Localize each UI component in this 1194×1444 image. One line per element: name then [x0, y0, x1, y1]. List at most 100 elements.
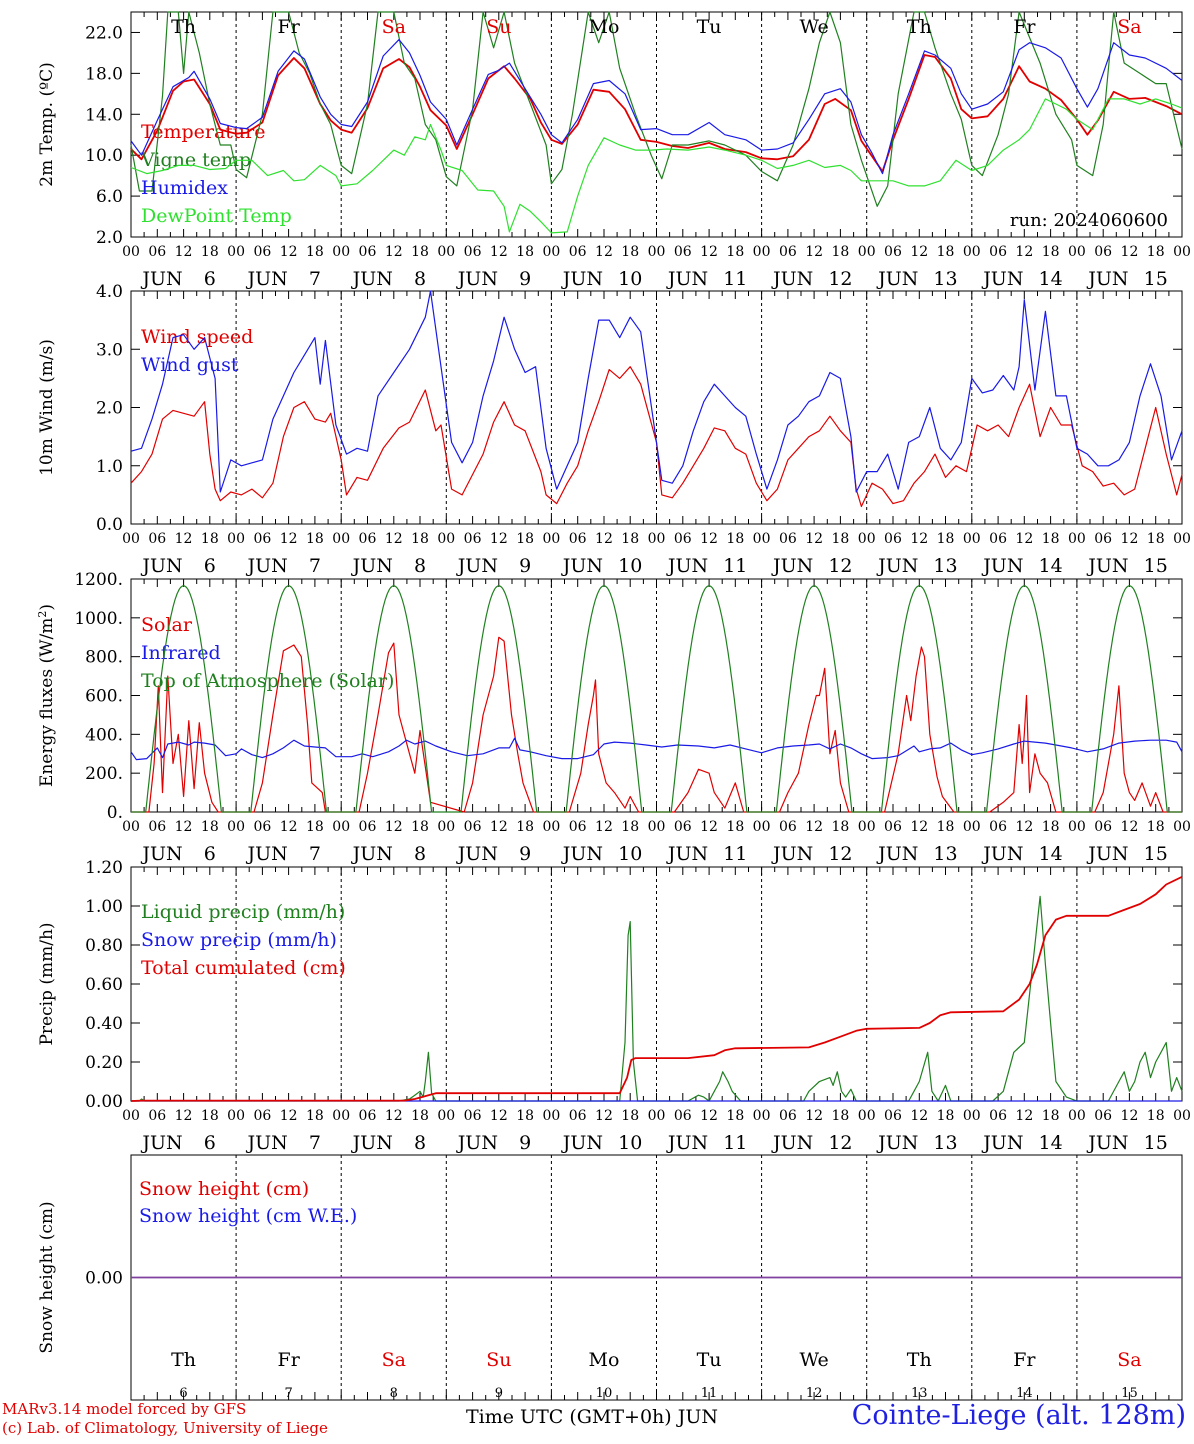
- x-hour-label: 06: [779, 819, 797, 835]
- credit-line-1: MARv3.14 model forced by GFS: [2, 1400, 247, 1418]
- x-hour-label: 06: [989, 531, 1007, 547]
- series-line-wind-gust: [130, 290, 1183, 493]
- x-day-label: 14: [1039, 843, 1063, 865]
- x-hour-label: 06: [569, 531, 587, 547]
- legend-humidex: Humidex: [141, 177, 228, 199]
- x-day-label: 12: [828, 268, 852, 290]
- x-hour-label: 18: [516, 244, 534, 260]
- y-tick-label: 2.0: [96, 399, 123, 419]
- x-day-label: 11: [723, 1132, 747, 1154]
- x-axis-label: Time UTC (GMT+0h) JUN: [466, 1406, 718, 1428]
- x-hour-label: 12: [595, 819, 613, 835]
- x-month-label: JUN: [140, 268, 182, 290]
- x-minor-ticks: [130, 579, 1183, 812]
- x-hour-label: 00: [1068, 819, 1086, 835]
- y-tick-label: 10.0: [85, 146, 123, 166]
- legend-wind-speed: Wind speed: [141, 326, 253, 348]
- x-hour-label: 12: [700, 1108, 718, 1124]
- x-month-label: JUN: [666, 843, 708, 865]
- legend-infrared: Infrared: [141, 642, 221, 664]
- x-hour-label: 06: [148, 531, 166, 547]
- x-month-label: JUN: [666, 268, 708, 290]
- x-month-label: JUN: [771, 555, 813, 577]
- x-hour-label: 06: [779, 531, 797, 547]
- y-tick-label: 6.0: [96, 187, 123, 207]
- x-hour-label: 12: [280, 244, 298, 260]
- x-hour-label: 00: [963, 244, 981, 260]
- x-day-label: 12: [828, 555, 852, 577]
- x-month-label: JUN: [561, 268, 603, 290]
- x-hour-label: 06: [464, 244, 482, 260]
- series-line-wind-speed: [130, 366, 1183, 508]
- panel-5: 0.00 Snow height (cm) Snow height (cm) Snow…: [37, 1154, 1183, 1428]
- x-hour-label: 00: [437, 819, 455, 835]
- x-month-label: JUN: [1086, 268, 1128, 290]
- x-hour-label: 00: [648, 531, 666, 547]
- x-hour-label: 12: [805, 819, 823, 835]
- x-hour-label: 12: [910, 819, 928, 835]
- x-month-label: JUN: [456, 843, 498, 865]
- x-hour-label: 06: [359, 819, 377, 835]
- x-hour-label: 18: [1147, 1108, 1165, 1124]
- legend-total-cumulated-cm-: Total cumulated (cm): [141, 957, 346, 979]
- x-month-label: JUN: [981, 555, 1023, 577]
- x-hour-label: 12: [910, 244, 928, 260]
- x-day-label: 6: [204, 555, 216, 577]
- y-tick-label: 2.0: [96, 228, 123, 248]
- y-tick-label: 1.20: [85, 858, 123, 878]
- x-hour-label: 00: [1173, 531, 1191, 547]
- x-hour-label: 18: [411, 1108, 429, 1124]
- x-hour-label: 12: [175, 819, 193, 835]
- x-month-label: JUN: [245, 843, 287, 865]
- x-month-label: JUN: [245, 555, 287, 577]
- x-hour-label: 12: [385, 819, 403, 835]
- x-month-label: JUN: [981, 1132, 1023, 1154]
- x-minor-ticks: [130, 291, 1183, 524]
- x-hour-label: 00: [963, 531, 981, 547]
- x-hour-label: 00: [1173, 1108, 1191, 1124]
- x-hour-label: 06: [464, 819, 482, 835]
- weekday-label-bottom: Tu: [697, 1349, 722, 1371]
- x-hour-label: 12: [700, 244, 718, 260]
- x-hour-label: 00: [753, 531, 771, 547]
- y-tick-label: 22.0: [85, 23, 123, 43]
- y-tick-label: 1000.: [74, 609, 123, 629]
- x-day-label: 15: [1144, 1132, 1168, 1154]
- weekday-label-bottom: Mo: [588, 1349, 619, 1371]
- x-hour-label: 18: [726, 531, 744, 547]
- x-hour-label: 12: [175, 531, 193, 547]
- weekday-label-top: Sa: [1117, 16, 1141, 38]
- x-month-label: JUN: [876, 1132, 918, 1154]
- series-line-dewpoint-temp: [130, 98, 1183, 234]
- panel-1: 2.0 6.0 10.0 14.0 18.0 22.0 2m Temp. (ºC) Tempe…: [37, 11, 1191, 290]
- y-tick-label: 18.0: [85, 64, 123, 84]
- x-hour-label: 18: [411, 819, 429, 835]
- x-hour-label: 12: [805, 531, 823, 547]
- x-hour-label: 06: [253, 244, 271, 260]
- x-day-label: 7: [309, 1132, 321, 1154]
- x-hour-label: 18: [832, 1108, 850, 1124]
- x-hour-label: 00: [542, 819, 560, 835]
- x-minor-ticks: [130, 867, 1183, 1101]
- x-hour-label: 12: [805, 1108, 823, 1124]
- y-tick-label: 1.00: [85, 897, 123, 917]
- legend-top-of-atmosphere-solar-: Top of Atmosphere (Solar): [141, 670, 394, 692]
- x-day-label: 7: [309, 268, 321, 290]
- x-hour-label: 00: [858, 244, 876, 260]
- x-month-label: JUN: [245, 268, 287, 290]
- series-line-temperature: [130, 54, 1183, 173]
- legend-wind-gust: Wind gust: [141, 354, 239, 376]
- x-day-label: 10: [618, 268, 642, 290]
- x-hour-label: 12: [280, 1108, 298, 1124]
- y-tick-label: 0.80: [85, 936, 123, 956]
- day-number-label: 12: [806, 1386, 823, 1401]
- x-hour-label: 12: [385, 1108, 403, 1124]
- x-day-label: 14: [1039, 555, 1063, 577]
- x-hour-label: 12: [595, 1108, 613, 1124]
- x-day-label: 13: [933, 1132, 957, 1154]
- weekday-label-bottom: Sa: [382, 1349, 406, 1371]
- x-hour-label: 06: [674, 1108, 692, 1124]
- x-hour-label: 18: [411, 531, 429, 547]
- x-hour-label: 00: [648, 244, 666, 260]
- x-month-label: JUN: [876, 555, 918, 577]
